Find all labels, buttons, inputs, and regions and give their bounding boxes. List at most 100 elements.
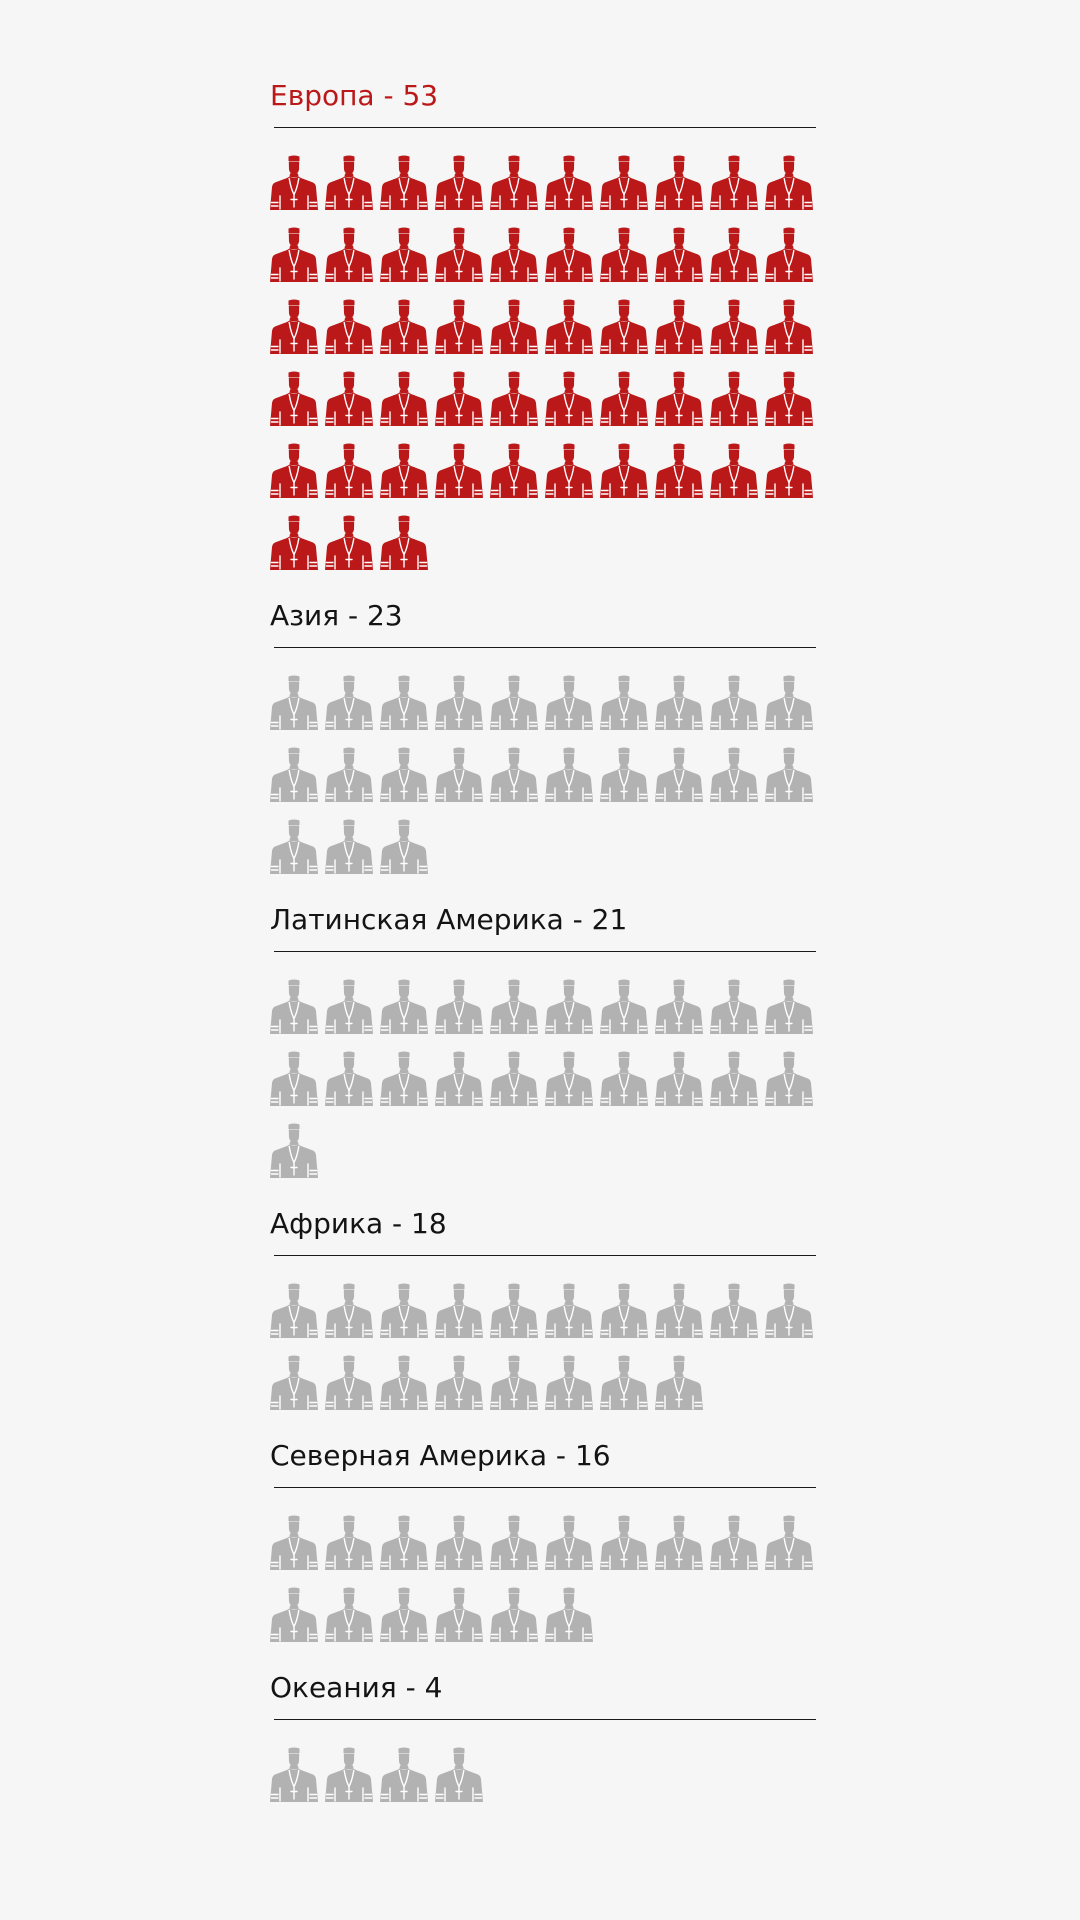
cardinal-icon — [325, 746, 373, 804]
cardinal-icon — [270, 226, 318, 284]
cardinal-icon — [490, 1586, 538, 1644]
section-title: Океания - 4 — [270, 1671, 443, 1704]
cardinal-icon — [270, 370, 318, 428]
cardinal-icon — [600, 226, 648, 284]
cardinal-icon — [380, 818, 428, 876]
section-divider — [274, 1487, 816, 1488]
cardinal-icon — [435, 298, 483, 356]
cardinal-icon — [655, 370, 703, 428]
cardinal-icon — [435, 1746, 483, 1804]
cardinal-icon — [765, 226, 813, 284]
cardinal-icon — [490, 1354, 538, 1412]
cardinal-icon — [490, 1050, 538, 1108]
section-divider — [274, 647, 816, 648]
cardinal-icon — [490, 1282, 538, 1340]
icon-grid — [270, 978, 816, 1194]
cardinal-icon — [600, 298, 648, 356]
cardinal-icon — [380, 1514, 428, 1572]
cardinal-icon — [710, 1282, 758, 1340]
cardinal-icon — [600, 1514, 648, 1572]
cardinal-icon — [435, 1514, 483, 1572]
cardinal-icon — [380, 514, 428, 572]
cardinal-icon — [765, 1050, 813, 1108]
cardinal-icon — [490, 154, 538, 212]
cardinal-icon — [270, 674, 318, 732]
cardinal-icon — [380, 154, 428, 212]
cardinal-icon — [765, 746, 813, 804]
cardinal-icon — [765, 674, 813, 732]
cardinal-icon — [325, 978, 373, 1036]
cardinal-icon — [545, 298, 593, 356]
cardinal-icon — [325, 818, 373, 876]
cardinal-icon — [545, 442, 593, 500]
cardinal-icon — [270, 1514, 318, 1572]
section-1: Европа - 53 — [270, 78, 816, 598]
cardinal-icon — [600, 674, 648, 732]
cardinal-icon — [655, 746, 703, 804]
cardinal-icon — [600, 442, 648, 500]
cardinal-icon — [655, 1514, 703, 1572]
cardinal-icon — [380, 226, 428, 284]
cardinal-icon — [710, 746, 758, 804]
cardinal-icon — [490, 442, 538, 500]
cardinal-icon — [325, 1746, 373, 1804]
cardinal-icon — [435, 370, 483, 428]
cardinal-icon — [655, 1050, 703, 1108]
section-divider — [274, 951, 816, 952]
cardinal-icon — [545, 674, 593, 732]
cardinal-icon — [380, 978, 428, 1036]
section-3: Латинская Америка - 21 — [270, 902, 816, 1206]
cardinal-icon — [545, 1514, 593, 1572]
cardinal-icon — [270, 1586, 318, 1644]
cardinal-icon — [490, 978, 538, 1036]
cardinal-icon — [545, 154, 593, 212]
cardinal-icon — [765, 370, 813, 428]
cardinal-icon — [765, 978, 813, 1036]
cardinal-icon — [765, 154, 813, 212]
cardinal-icon — [490, 370, 538, 428]
cardinal-icon — [270, 978, 318, 1036]
cardinal-icon — [545, 1050, 593, 1108]
cardinal-icon — [380, 298, 428, 356]
cardinal-icon — [325, 1354, 373, 1412]
cardinal-icon — [325, 514, 373, 572]
cardinal-icon — [600, 1354, 648, 1412]
cardinal-icon — [380, 1050, 428, 1108]
cardinal-icon — [490, 226, 538, 284]
cardinal-icon — [435, 674, 483, 732]
cardinal-icon — [655, 978, 703, 1036]
cardinal-icon — [435, 1050, 483, 1108]
section-5: Северная Америка - 16 — [270, 1438, 816, 1670]
cardinal-icon — [710, 674, 758, 732]
cardinal-icon — [490, 674, 538, 732]
cardinal-icon — [655, 298, 703, 356]
cardinal-icon — [765, 442, 813, 500]
section-title: Африка - 18 — [270, 1207, 447, 1240]
cardinal-icon — [270, 442, 318, 500]
cardinal-icon — [765, 298, 813, 356]
section-divider — [274, 1255, 816, 1256]
cardinal-icon — [270, 818, 318, 876]
cardinal-icon — [380, 442, 428, 500]
cardinal-icon — [380, 746, 428, 804]
cardinal-icon — [325, 1586, 373, 1644]
cardinal-icon — [270, 514, 318, 572]
cardinal-icon — [325, 154, 373, 212]
cardinal-icon — [600, 978, 648, 1036]
cardinal-icon — [600, 1282, 648, 1340]
icon-grid — [270, 1514, 816, 1658]
cardinal-icon — [600, 154, 648, 212]
cardinal-icon — [545, 1586, 593, 1644]
cardinal-icon — [325, 226, 373, 284]
cardinal-icon — [325, 1514, 373, 1572]
cardinal-icon — [765, 1282, 813, 1340]
cardinal-icon — [435, 442, 483, 500]
cardinal-icon — [655, 226, 703, 284]
cardinal-icon — [435, 154, 483, 212]
cardinal-icon — [710, 226, 758, 284]
cardinal-icon — [765, 1514, 813, 1572]
cardinal-icon — [545, 1354, 593, 1412]
cardinal-icon — [600, 746, 648, 804]
cardinal-icon — [380, 674, 428, 732]
cardinal-icon — [710, 978, 758, 1036]
